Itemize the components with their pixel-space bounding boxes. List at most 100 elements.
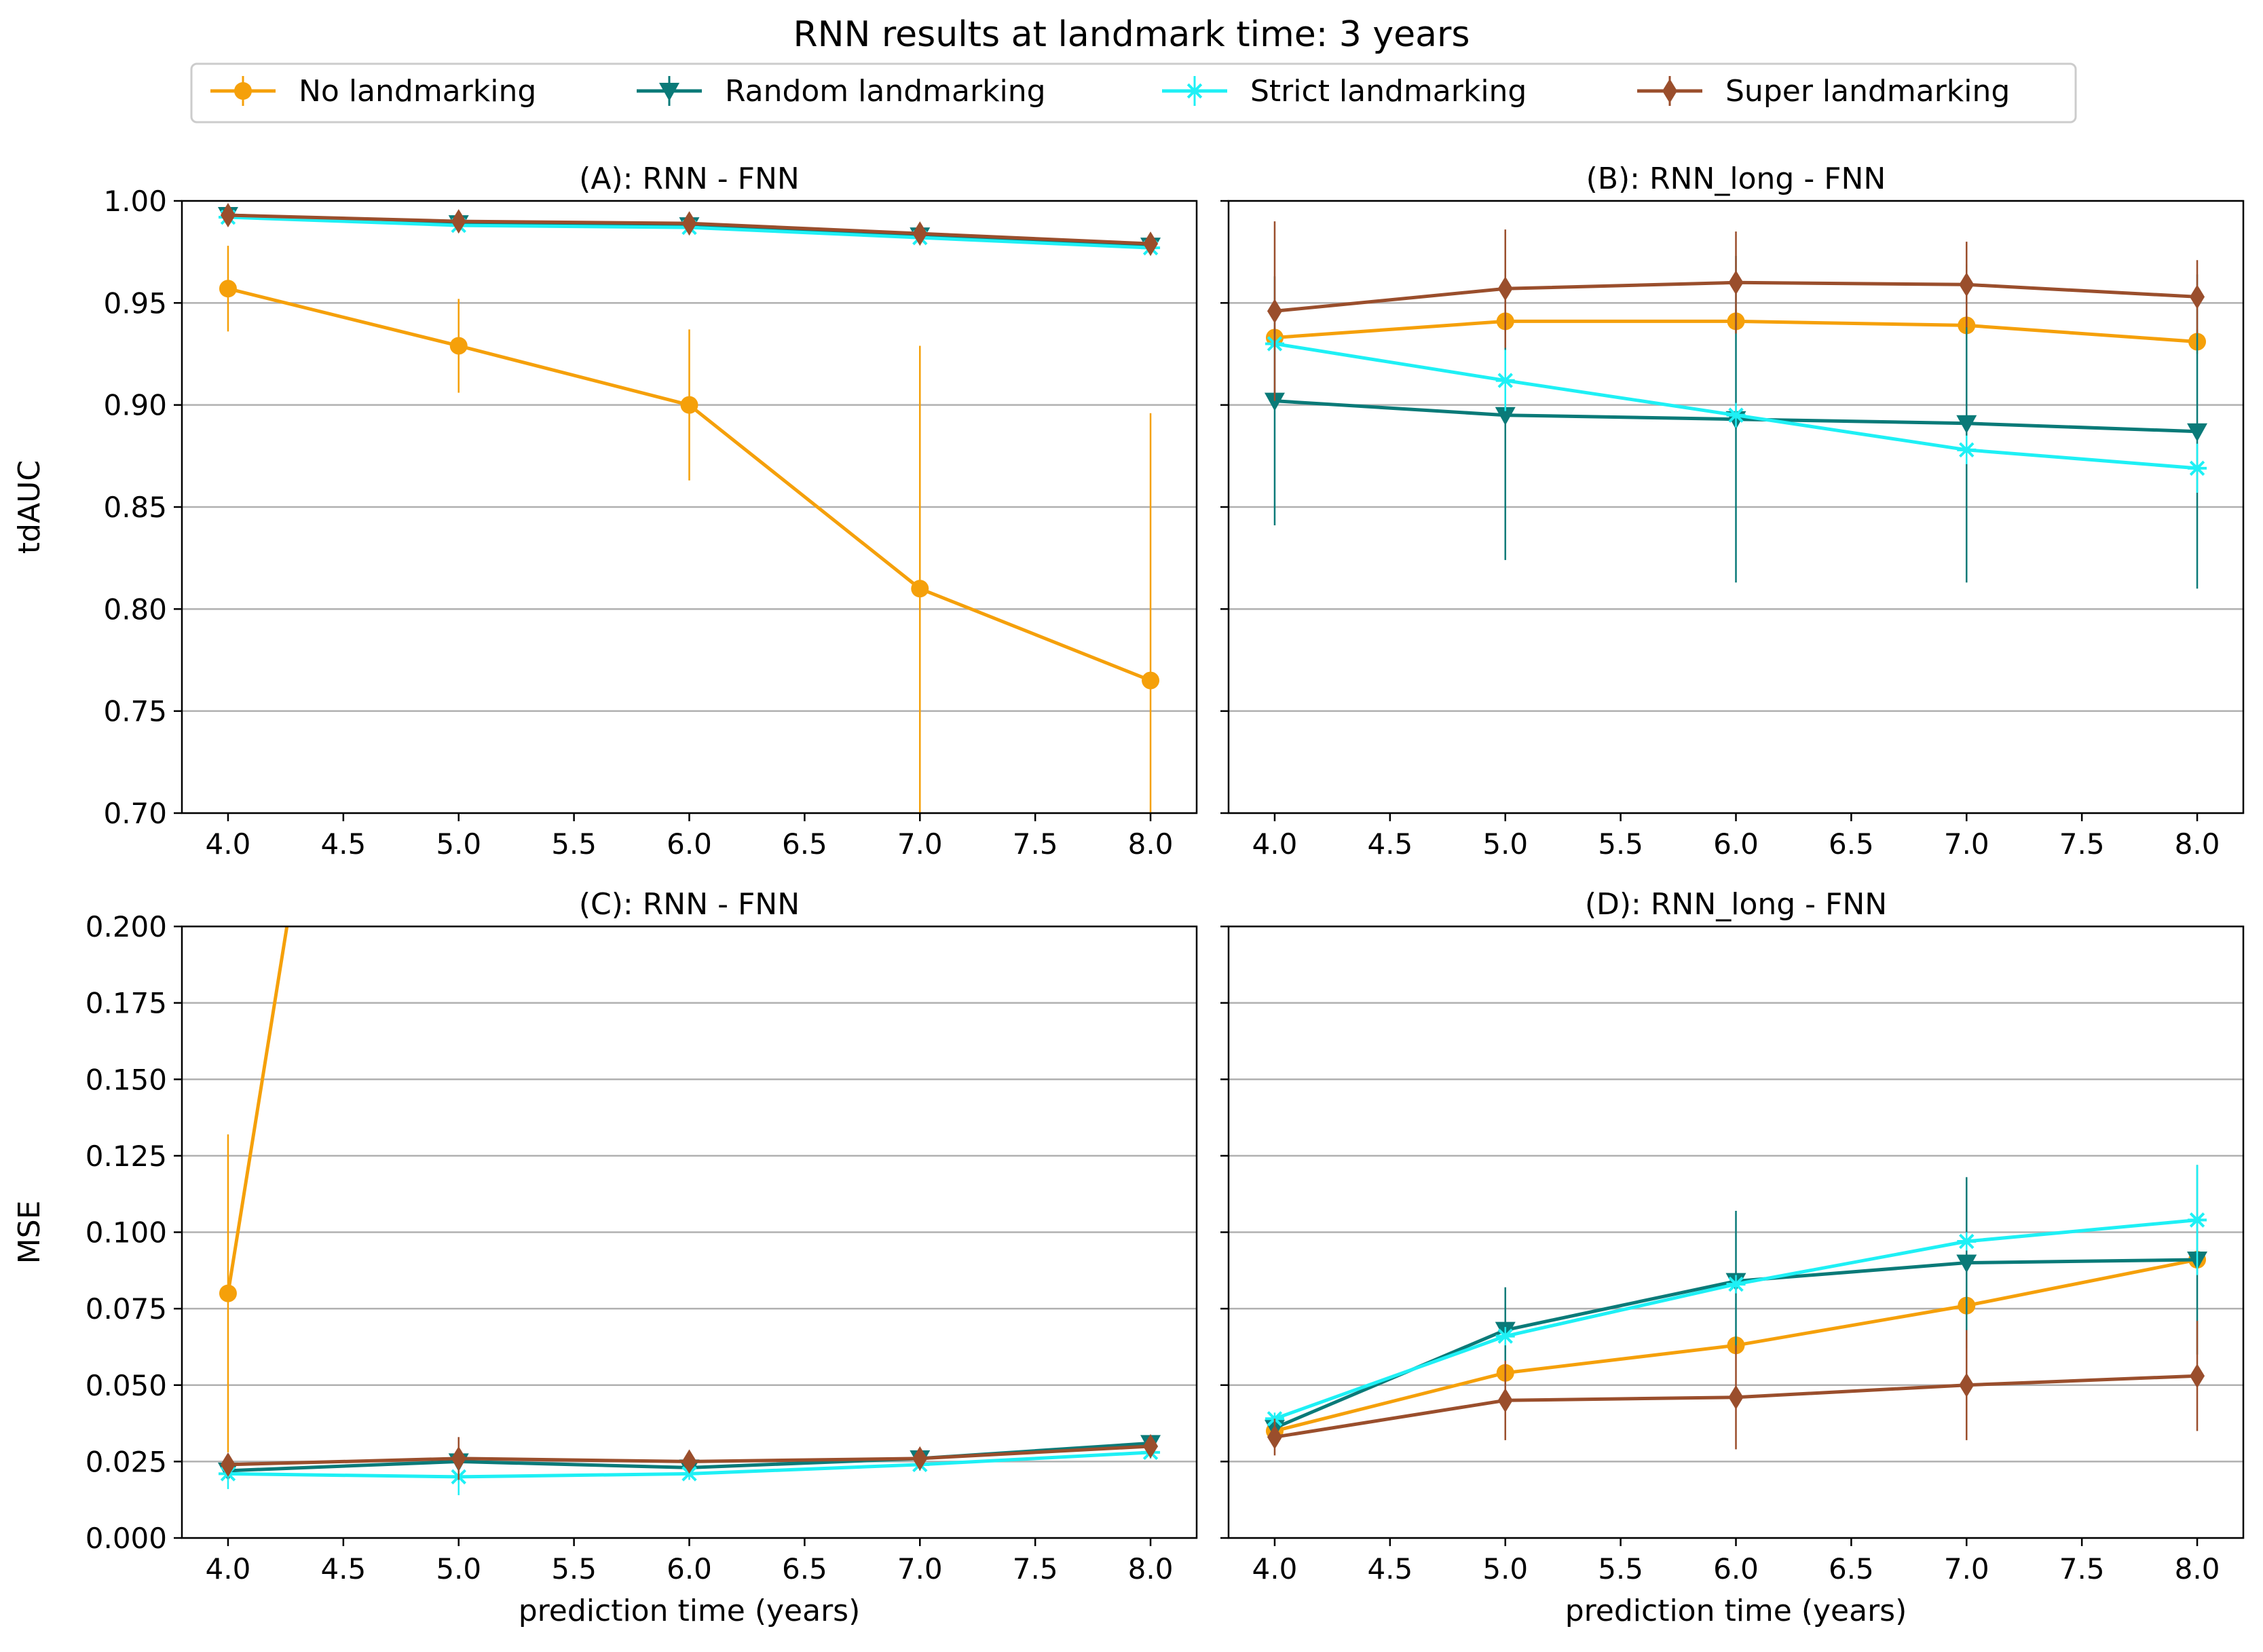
panel-title: (B): RNN_long - FNN	[1586, 162, 1886, 196]
data-point	[1959, 1372, 1975, 1397]
data-point	[1956, 415, 1977, 434]
x-tick-label: 7.5	[2059, 827, 2105, 861]
data-point	[219, 1284, 237, 1302]
data-point	[2187, 423, 2208, 442]
x-tick-label: 5.5	[1598, 1552, 1643, 1585]
data-point	[2188, 460, 2207, 476]
x-tick-label: 4.0	[1252, 1552, 1298, 1585]
x-tick-label: 4.0	[206, 827, 251, 861]
data-point	[912, 221, 928, 246]
y-tick-label: 0.125	[86, 1140, 167, 1173]
x-tick-label: 7.0	[897, 1552, 943, 1585]
legend-marker-circle-icon	[234, 82, 252, 100]
data-point	[1143, 231, 1159, 257]
panel-c: 0.000 0.025 0.050 0.075 0.100 0.125 0.150 0.175…	[12, 887, 1198, 1628]
data-point	[1143, 1433, 1159, 1459]
x-tick-label: 5.5	[551, 1552, 597, 1585]
data-point	[911, 580, 929, 598]
x-tick-label: 8.0	[2175, 1552, 2220, 1585]
y-axis-label: MSE	[12, 1201, 47, 1264]
data-point	[2190, 1364, 2205, 1389]
data-point	[912, 1446, 928, 1471]
x-tick-label: 8.0	[2175, 827, 2220, 861]
data-point	[1267, 299, 1282, 324]
data-point	[449, 337, 468, 355]
panel-title: (D): RNN_long - FNN	[1585, 887, 1887, 922]
data-point	[1957, 1233, 1977, 1250]
y-tick-label: 0.85	[103, 491, 167, 524]
y-tick-label: 0.175	[86, 987, 167, 1020]
data-point	[1728, 1385, 1744, 1410]
data-point	[1267, 1425, 1282, 1450]
x-tick-label: 5.0	[436, 1552, 481, 1585]
legend-marker-triangle-down-icon	[659, 83, 679, 101]
x-tick-label: 7.0	[897, 827, 943, 861]
data-point	[680, 396, 698, 414]
y-tick-label: 0.025	[86, 1445, 167, 1478]
x-tick-label: 6.5	[782, 827, 827, 861]
data-point	[220, 1452, 236, 1477]
x-tick-label: 6.0	[1713, 827, 1759, 861]
x-tick-label: 6.5	[1829, 1552, 1874, 1585]
data-point	[1726, 407, 1746, 423]
x-tick-label: 4.5	[1367, 1552, 1413, 1585]
axes-frame	[1227, 925, 2245, 1539]
x-tick-label: 6.5	[1829, 827, 1874, 861]
legend-marker-x-star-icon	[1185, 83, 1204, 99]
panel-b: 4.0 4.5 5.0 5.5 6.0 6.5 7.0 7.5 8.0 (B): RNN_long…	[1220, 162, 2245, 861]
x-tick-label: 7.5	[1013, 827, 1058, 861]
y-tick-label: 0.000	[86, 1522, 167, 1555]
axes-frame	[181, 925, 1198, 1539]
x-tick-label: 6.0	[667, 1552, 712, 1585]
legend-item-no-landmarking: No landmarking	[210, 74, 536, 109]
plot-area	[1264, 1165, 2208, 1456]
legend-label: No landmarking	[299, 74, 536, 109]
panel-title: (A): RNN - FNN	[579, 162, 800, 196]
data-point	[451, 1446, 466, 1471]
panel-d: 4.0 4.5 5.0 5.5 6.0 6.5 7.0 7.5 8.0 (D): RNN_long…	[1220, 887, 2245, 1628]
data-point	[451, 209, 466, 234]
x-tick-label: 4.5	[1367, 827, 1413, 861]
y-tick-label: 0.200	[86, 910, 167, 943]
data-point	[1497, 276, 1513, 301]
legend: No landmarking Random landmarking Strict l…	[190, 62, 2077, 124]
x-tick-label: 5.5	[551, 827, 597, 861]
legend-item-random-landmarking: Random landmarking	[637, 74, 1046, 109]
x-tick-label: 5.0	[436, 827, 481, 861]
legend-frame	[190, 62, 2077, 124]
series-super-landmarking	[1267, 1321, 2205, 1456]
x-tick-label: 4.0	[1252, 827, 1298, 861]
series-super-landmarking	[220, 1433, 1159, 1480]
x-tick-label: 5.0	[1482, 1552, 1528, 1585]
x-tick-label: 8.0	[1128, 1552, 1174, 1585]
data-point	[1497, 1388, 1513, 1413]
series-super-landmarking	[1267, 221, 2205, 401]
series-no-landmarking	[219, 246, 1160, 813]
axes-frame	[181, 200, 1198, 814]
x-tick-label: 4.0	[206, 1552, 251, 1585]
y-tick-label: 0.80	[103, 593, 167, 626]
data-point	[1957, 442, 1977, 458]
data-point	[1495, 407, 1516, 426]
data-point	[2188, 1212, 2207, 1228]
x-tick-label: 4.5	[320, 1552, 366, 1585]
y-tick-label: 0.90	[103, 389, 167, 422]
plot-area	[217, 203, 1161, 813]
data-point	[219, 280, 237, 298]
data-point	[1728, 270, 1744, 295]
axes-frame	[1227, 200, 2245, 814]
data-point	[1264, 392, 1285, 411]
x-tick-label: 7.0	[1944, 827, 1989, 861]
legend-item-super-landmarking: Super landmarking	[1637, 74, 2010, 109]
legend-label: Super landmarking	[1725, 74, 2010, 109]
y-tick-label: 0.95	[103, 286, 167, 320]
data-point	[220, 203, 236, 228]
data-point	[1726, 1276, 1746, 1292]
x-tick-label: 8.0	[1128, 827, 1174, 861]
x-tick-label: 5.0	[1482, 827, 1528, 861]
data-point	[1959, 272, 1975, 297]
x-tick-label: 6.0	[1713, 1552, 1759, 1585]
x-tick-label: 5.5	[1598, 827, 1643, 861]
x-tick-label: 7.5	[1013, 1552, 1058, 1585]
